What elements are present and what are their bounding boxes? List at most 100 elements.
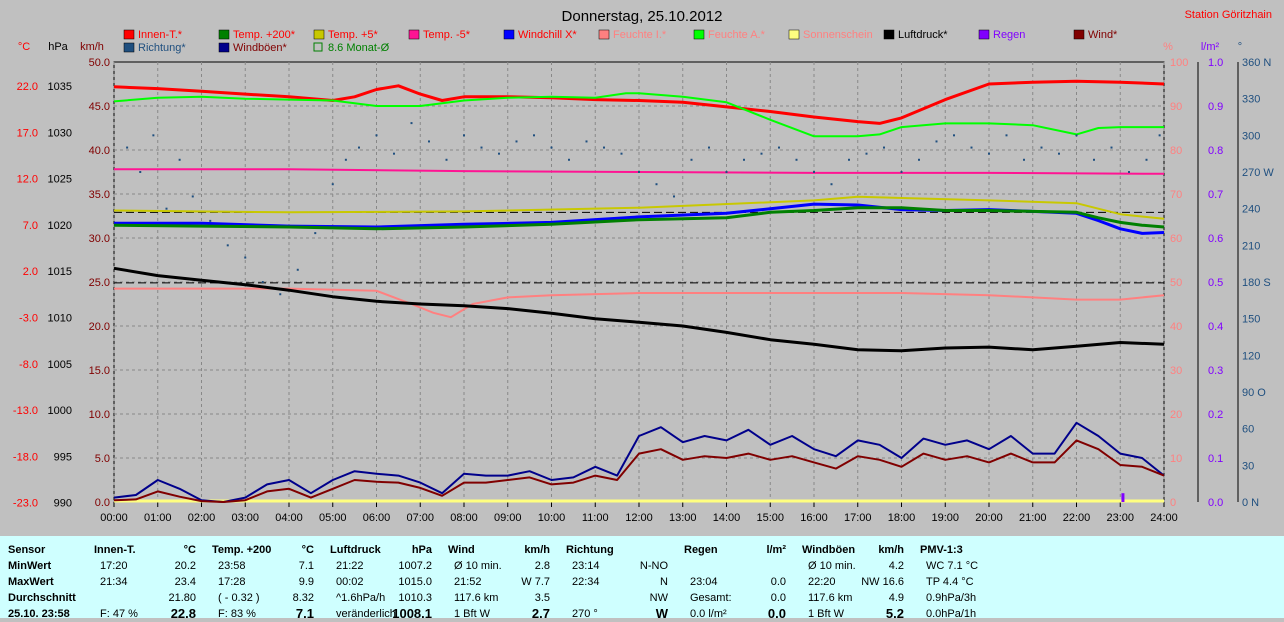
x-tick-label: 17:00 [844,512,872,524]
direction-point [585,140,588,143]
table-cell-label: Ø 10 min. [454,560,502,572]
x-tick-label: 13:00 [669,512,697,524]
table-cell-label: 1 Bft W [454,608,491,620]
y-tick-label-dir: 270 W [1242,167,1274,179]
table-cell-label: ^1.6hPa/h [336,592,386,604]
unit-celsius: °C [18,41,30,53]
legend-swatch [883,29,895,40]
table-cell-value: 21.80 [168,592,196,604]
x-tick-label: 19:00 [931,512,959,524]
x-tick-label: 02:00 [188,512,216,524]
y-tick-label-rain: 0.7 [1208,189,1223,201]
plot-series [113,79,1165,503]
x-tick-label: 18:00 [888,512,916,524]
direction-point [1023,158,1025,161]
column-header: Wind [448,544,475,556]
table-cell-label: 22:20 [808,576,836,588]
table-cell-label: ( - 0.32 ) [218,592,260,604]
direction-point [743,158,745,161]
direction-point [165,207,168,210]
x-tick-label: 08:00 [450,512,478,524]
legend-label: Innen-T.* [138,29,183,41]
column-header: Regen [684,544,718,556]
direction-point [708,146,710,149]
legend-label: Feuchte A.* [708,29,766,41]
y-tick-label-rain: 0.9 [1208,101,1223,113]
direction-point [918,158,920,161]
y-tick-label-dir: 30 [1242,460,1254,472]
y-tick-label-rain: 0.8 [1208,145,1223,157]
direction-point [152,134,155,137]
table-column: Wind km/h Ø 10 min. 2.8 21:52 W 7.7 117.6 km 3.… [448,536,554,621]
table-cell-value: 0.0 [770,592,786,604]
direction-point [935,140,938,143]
direction-point [428,140,430,143]
legend-label: Temp. +5* [328,29,379,41]
direction-point [568,158,570,161]
legend-swatch [788,29,800,40]
x-tick-label: 11:00 [582,512,609,524]
table-cell-label: 0.0hPa/1h [926,608,977,620]
y-tick-label-percent: 30 [1170,365,1182,377]
column-header: Windböen [802,544,856,556]
y-tick-label-kmh: 15.0 [89,365,110,377]
table-cell-value: NW [649,592,668,604]
table-cell-value: 4.2 [888,560,904,572]
direction-point [358,146,360,149]
legend-label: 8.6 Monat-Ø [328,42,390,54]
table-cell-value: W 7.7 [521,576,550,588]
y-tick-label-celsius: 2.0 [23,266,38,278]
y-tick-label-hpa: 1000 [48,405,72,417]
table-cell-value: 7.1 [298,560,314,572]
legend-label: Richtung* [138,42,186,54]
y-tick-label-hpa: 1005 [48,359,72,371]
table-cell-label: 17:28 [218,576,246,588]
x-tick-label: 05:00 [319,512,347,524]
table-cell-label: 25.10. 23:58 [8,608,70,620]
direction-point [515,140,518,143]
direction-point [778,146,780,149]
series-line [113,266,1165,353]
y-tick-label-rain: 0.2 [1208,409,1223,421]
direction-point [1158,134,1161,137]
y-tick-label-kmh: 10.0 [89,409,110,421]
legend: Innen-T.* Temp. +200* Temp. +5* Temp. -5* Wi… [123,29,1118,54]
column-header: PMV-1:3 [920,544,963,556]
table-cell-label: 117.6 km [808,592,853,604]
y-tick-label-celsius: 17.0 [17,127,38,139]
direction-point [226,244,229,247]
direction-point [1093,158,1095,161]
y-tick-label-celsius: -3.0 [19,313,38,325]
column-header: Innen-T. [94,544,136,556]
table-cell-label: Durchschnitt [8,592,76,604]
direction-point [480,146,483,149]
table-cell-label: 23:58 [218,560,246,572]
table-cell-value: 22.8 [170,606,196,621]
column-unit: hPa [411,544,432,556]
y-tick-label-dir: 180 S [1242,277,1271,289]
x-tick-label: 03:00 [231,512,259,524]
x-tick-label: 23:00 [1106,512,1134,524]
y-tick-label-kmh: 30.0 [89,233,110,245]
table-cell-label: MinWert [8,560,52,572]
direction-point [1058,152,1060,155]
table-cell-label: 23:14 [572,560,600,572]
table-cell-value: 20.2 [174,560,196,572]
table-cell-label: WC 7.1 °C [926,560,979,572]
direction-point [953,134,955,137]
y-tick-label-rain: 0.5 [1208,277,1223,289]
y-tick-label-hpa: 1025 [48,174,72,186]
legend-swatch [218,29,230,40]
table-cell-label: 21:34 [100,576,128,588]
y-tick-label-percent: 100 [1170,57,1188,69]
table-column: Regen l/m² 23:04 0.0 Gesamt: 0.0 0.0 l/m² 0.0 [684,536,790,621]
legend-label: Feuchte I.* [613,29,667,41]
x-tick-label: 00:00 [100,512,128,524]
legend-swatch [598,29,610,40]
table-cell-value: 0.0 [767,606,786,621]
table-cell-label: 00:02 [336,576,364,588]
direction-point [848,158,850,161]
direction-point [865,152,868,155]
direction-point [445,158,448,161]
y-tick-label-kmh: 25.0 [89,277,110,289]
